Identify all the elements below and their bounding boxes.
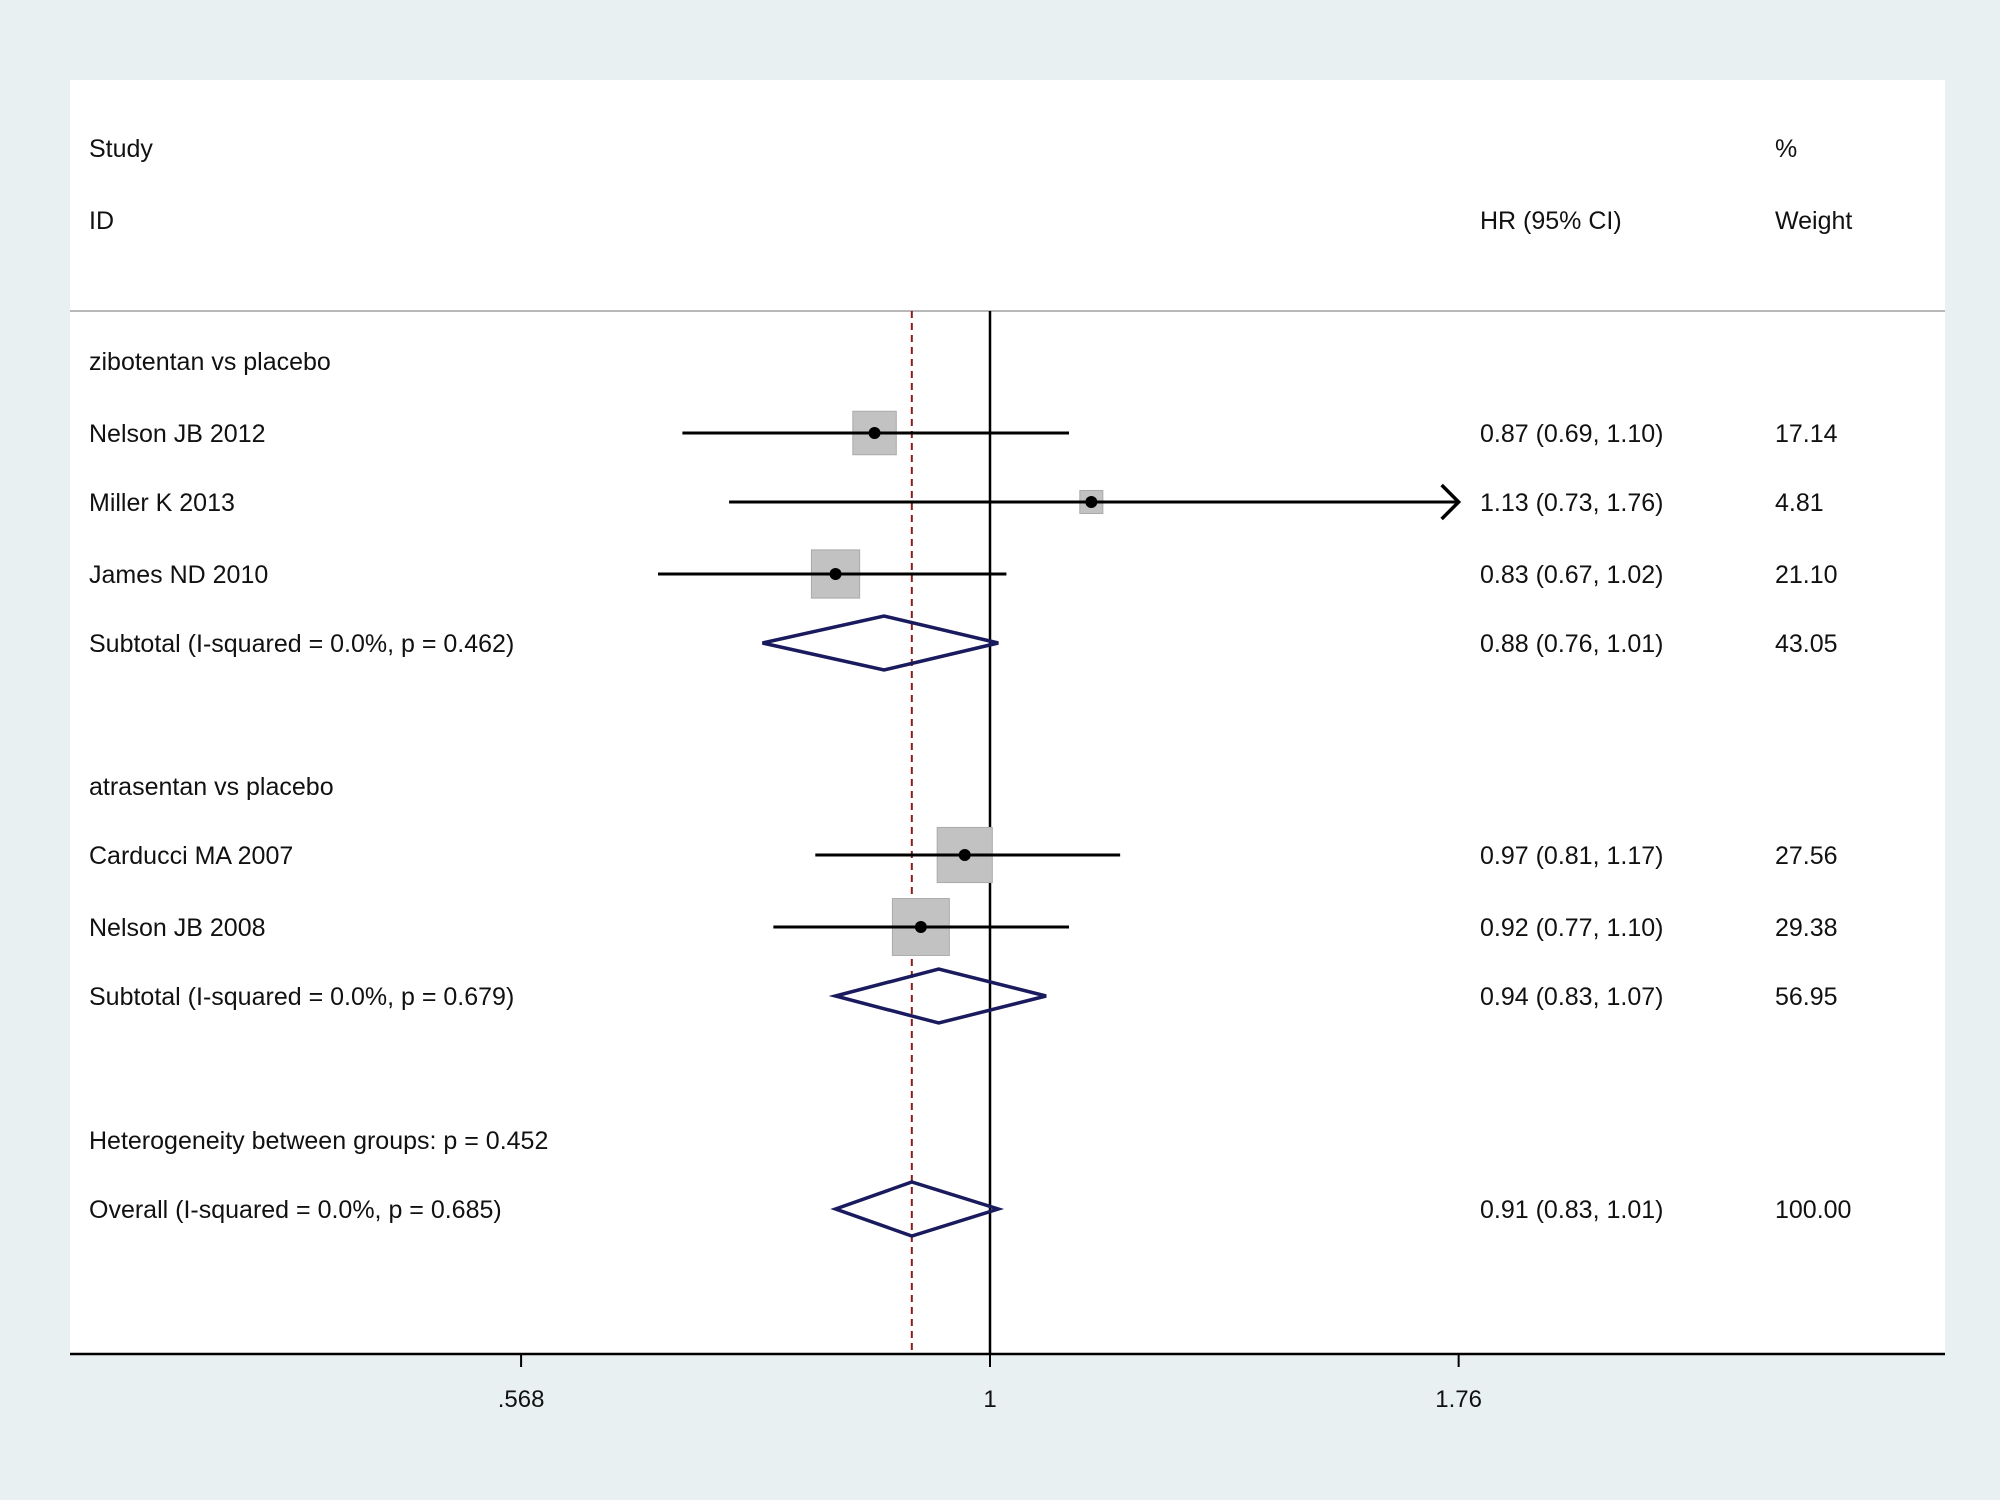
header-hr-ci: HR (95% CI) [1480, 207, 1622, 235]
hr-ci-value: 1.13 (0.73, 1.76) [1480, 489, 1663, 517]
weight-value: 56.95 [1775, 983, 1838, 1011]
hr-ci-value: 0.92 (0.77, 1.10) [1480, 914, 1663, 942]
study-label: James ND 2010 [89, 561, 268, 589]
study-point [1085, 496, 1098, 508]
group-label: atrasentan vs placebo [89, 773, 334, 801]
weight-value: 43.05 [1775, 630, 1838, 658]
overall-label: Overall (I-squared = 0.0%, p = 0.685) [89, 1196, 502, 1224]
x-axis-ticks: .568 1 1.76 [498, 1354, 1482, 1413]
weight-value: 100.00 [1775, 1196, 1851, 1224]
hr-ci-value: 0.97 (0.81, 1.17) [1480, 842, 1663, 870]
hr-ci-value: 0.83 (0.67, 1.02) [1480, 561, 1663, 589]
study-label: Nelson JB 2008 [89, 914, 266, 942]
weight-value: 4.81 [1775, 489, 1824, 517]
header-id: ID [89, 207, 114, 235]
header-study: Study [89, 135, 153, 163]
subtotal-diamond [762, 614, 999, 672]
overall-diamond [830, 1180, 1005, 1238]
study-point [829, 568, 842, 580]
plot-marks [658, 410, 1462, 1238]
weight-value: 21.10 [1775, 561, 1838, 589]
hr-ci-value: 0.87 (0.69, 1.10) [1480, 420, 1663, 448]
study-point [868, 427, 881, 439]
study-label: Miller K 2013 [89, 489, 235, 517]
header-percent: % [1775, 135, 1797, 163]
x-tick-label: 1 [983, 1386, 996, 1413]
study-label: Carducci MA 2007 [89, 842, 293, 870]
plot-panel [70, 80, 1945, 1355]
subtotal-label: Subtotal (I-squared = 0.0%, p = 0.679) [89, 983, 514, 1011]
weight-value: 17.14 [1775, 420, 1838, 448]
subtotal-diamond [828, 967, 1047, 1025]
weight-value: 29.38 [1775, 914, 1838, 942]
group-label: zibotentan vs placebo [89, 348, 331, 376]
weight-value: 27.56 [1775, 842, 1838, 870]
header-weight: Weight [1775, 207, 1852, 235]
ci-arrow-icon [1440, 483, 1462, 521]
study-point [958, 849, 971, 861]
study-label: Nelson JB 2012 [89, 420, 266, 448]
subtotal-label: Subtotal (I-squared = 0.0%, p = 0.462) [89, 630, 514, 658]
note-label: Heterogeneity between groups: p = 0.452 [89, 1127, 548, 1155]
row-text: zibotentan vs placebo Nelson JB 2012 0.87 … [89, 348, 1851, 1224]
hr-ci-value: 0.88 (0.76, 1.01) [1480, 630, 1663, 658]
hr-ci-value: 0.94 (0.83, 1.07) [1480, 983, 1663, 1011]
hr-ci-value: 0.91 (0.83, 1.01) [1480, 1196, 1663, 1224]
x-tick-label: .568 [498, 1386, 545, 1413]
x-tick-label: 1.76 [1435, 1386, 1482, 1413]
study-point [914, 921, 927, 933]
